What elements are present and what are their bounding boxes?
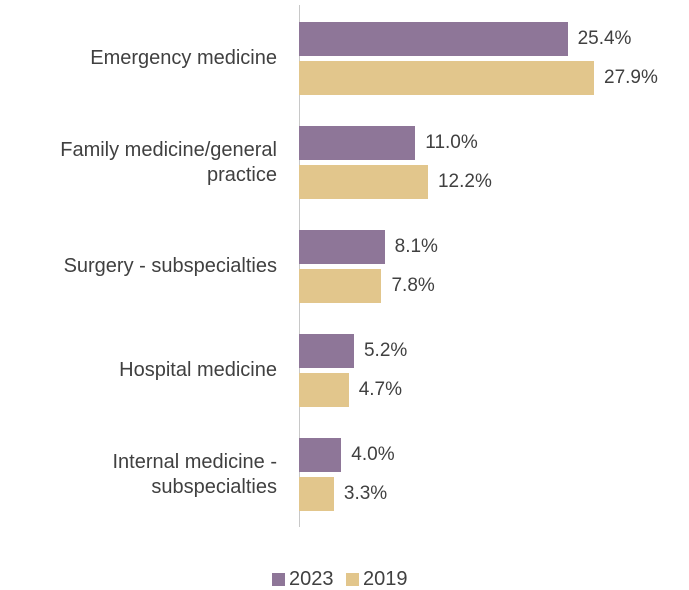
bar [299,477,334,511]
value-label: 11.0% [425,132,478,153]
bar [299,61,594,95]
legend-label: 2019 [363,568,408,590]
bar [299,230,385,264]
bar [299,373,349,407]
bar [299,165,428,199]
value-label: 4.7% [358,379,402,400]
value-label: 25.4% [577,28,632,49]
category-label: Family medicine/general practice [60,138,277,186]
category-label: Hospital medicine [119,359,277,381]
bar [299,269,382,303]
legend-label: 2023 [289,568,334,590]
axis-line [299,5,300,527]
value-label: 5.2% [363,340,408,361]
value-label: 4.0% [351,444,395,465]
value-label: 12.2% [437,171,492,192]
bar [299,126,416,160]
category-label: Internal medicine - subspecialties [112,450,277,498]
category-label: Emergency medicine [90,47,277,69]
bar [299,438,342,472]
legend-swatch [346,573,359,586]
category-label: Surgery - subspecialties [63,255,277,277]
value-label: 27.9% [604,67,658,88]
bar [299,334,354,368]
value-label: 8.1% [394,236,438,257]
bar [299,22,568,56]
value-label: 7.8% [391,275,435,296]
value-label: 3.3% [343,483,388,504]
legend-swatch [272,573,285,586]
